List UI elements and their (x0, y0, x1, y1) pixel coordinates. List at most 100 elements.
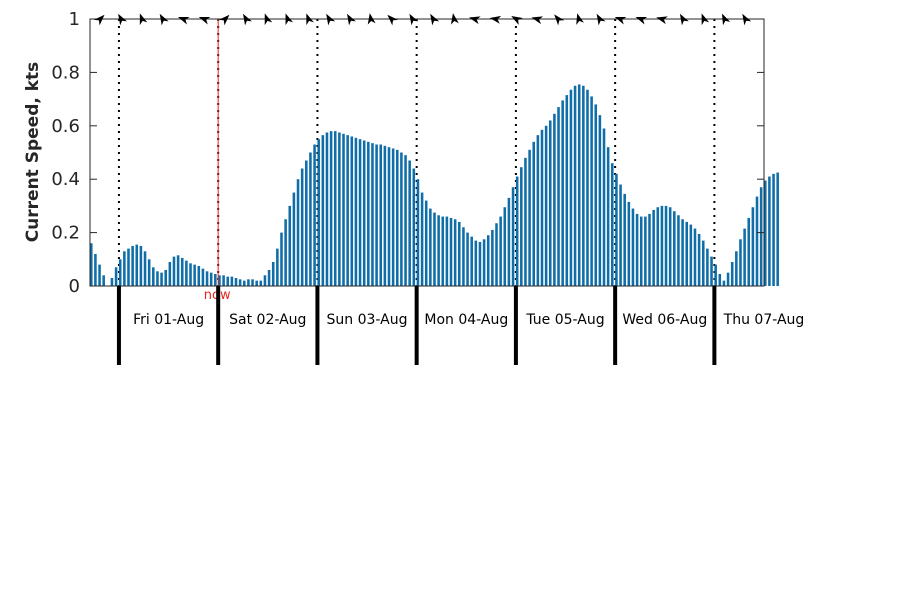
speed-bar (271, 261, 275, 286)
speed-bar (313, 144, 316, 286)
current-direction-arrow (656, 16, 668, 25)
speed-bar (532, 141, 535, 286)
speed-bar (673, 211, 676, 286)
speed-bar (292, 192, 296, 286)
speed-bar (98, 264, 101, 286)
y-axis-title: Current Speed, kts (23, 62, 43, 243)
speed-bar (362, 140, 366, 286)
speed-bar (354, 137, 358, 286)
speed-bar (453, 219, 457, 286)
current-direction-arrow (177, 16, 190, 25)
speed-bar (466, 232, 469, 286)
speed-bar (280, 232, 283, 286)
current-direction-arrow (430, 13, 440, 26)
speed-bar (751, 207, 755, 286)
speed-bar (185, 260, 188, 286)
speed-bar (462, 227, 465, 286)
speed-bar (135, 244, 139, 286)
current-direction-arrow (742, 13, 752, 26)
speed-bar (379, 144, 383, 286)
current-direction-arrow (635, 16, 648, 25)
speed-bar (433, 212, 436, 286)
current-direction-arrow (721, 13, 731, 26)
speed-bar (507, 197, 511, 286)
speed-bar (193, 264, 196, 286)
speed-bar (350, 136, 354, 286)
speed-bar (710, 256, 713, 286)
speed-bar (391, 148, 395, 286)
speed-bar (296, 179, 300, 286)
speed-bar (222, 275, 225, 286)
speed-bar (201, 268, 205, 286)
speed-bar (540, 129, 544, 286)
speed-bar (739, 239, 742, 286)
speed-bar (548, 120, 552, 287)
speed-bar (358, 139, 362, 286)
plot-frame (89, 18, 765, 287)
speed-bar (586, 89, 589, 286)
speed-bar (693, 228, 697, 286)
speed-bar (701, 240, 705, 286)
speed-bar (218, 275, 221, 286)
speed-bar (90, 243, 93, 286)
speed-bar (668, 207, 672, 286)
current-direction-arrow (409, 13, 419, 26)
speed-bar (383, 145, 387, 286)
speed-bar (251, 279, 254, 286)
day-label: Tue 05-Aug (525, 312, 604, 328)
speed-bar (486, 235, 490, 286)
speed-bar (437, 215, 440, 286)
current-direction-arrow (347, 13, 356, 26)
current-direction-arrow (531, 16, 544, 25)
speed-bar (247, 279, 250, 286)
speed-bar (499, 216, 502, 286)
current-direction-arrow (469, 16, 481, 25)
speed-bar (317, 139, 320, 286)
current-direction-arrow (198, 16, 211, 25)
speed-bar (267, 269, 271, 286)
speed-bar (772, 173, 775, 286)
day-label: Sat 02-Aug (229, 312, 306, 328)
speed-bar (226, 276, 230, 286)
speed-bar (416, 179, 420, 286)
speed-bar (515, 176, 519, 286)
day-label: Fri 01-Aug (133, 312, 204, 328)
current-direction-arrow (596, 13, 606, 26)
current-direction-arrow (326, 13, 336, 26)
current-direction-arrow (387, 14, 398, 26)
y-tick-label: 0.6 (51, 116, 80, 137)
day-axis: Fri 01-Aug Sat 02-Aug Sun 03-Aug Mon 04-Aug… (116, 286, 804, 365)
current-direction-arrow (139, 13, 148, 26)
speed-bar (424, 200, 428, 286)
speed-bar (429, 208, 432, 286)
speed-bar (582, 85, 585, 286)
speed-bar (143, 251, 147, 286)
speed-bar (309, 152, 312, 286)
direction-arrows (93, 13, 752, 26)
speed-bar (664, 205, 668, 286)
speed-bar (735, 251, 738, 286)
speed-bar (197, 265, 201, 286)
speed-bar (759, 187, 763, 286)
speed-bar (681, 219, 684, 286)
speed-bar (259, 280, 263, 286)
speed-bar (544, 125, 548, 286)
speed-bar (131, 245, 134, 286)
current-direction-arrow (489, 15, 502, 24)
speed-bar (449, 217, 453, 286)
speed-bar (367, 141, 370, 286)
current-direction-arrow (679, 13, 689, 26)
speed-bar (164, 269, 167, 286)
speed-bar (118, 259, 122, 286)
current-direction-arrow (93, 14, 105, 26)
speed-bar (404, 155, 407, 286)
speed-bar (276, 248, 279, 286)
y-tick-label: 0.2 (51, 223, 80, 244)
speed-bar (102, 275, 105, 286)
speed-bar (288, 205, 292, 286)
y-tick-label: 0.8 (51, 62, 80, 83)
speed-bar (338, 132, 341, 286)
speed-bar (660, 205, 664, 286)
